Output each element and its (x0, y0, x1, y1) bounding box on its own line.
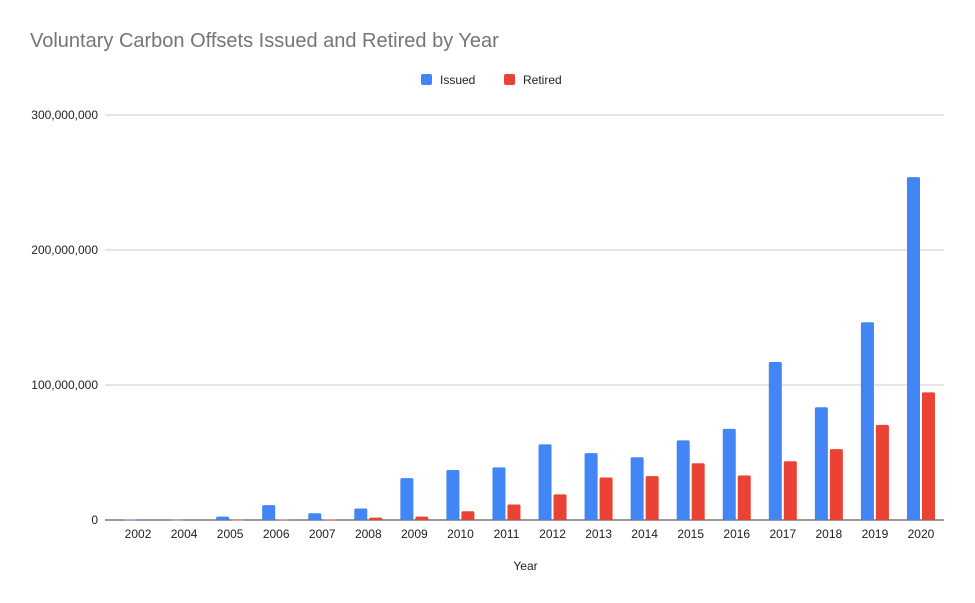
legend-label-issued: Issued (440, 73, 475, 87)
x-tick-label: 2005 (217, 527, 244, 541)
bar-retired-2020 (921, 392, 935, 520)
x-tick-label: 2010 (447, 527, 474, 541)
x-tick-label: 2007 (309, 527, 336, 541)
y-tick-label: 100,000,000 (31, 378, 98, 392)
gridlines (105, 114, 944, 521)
bar-issued-2005 (216, 516, 230, 520)
legend-label-retired: Retired (523, 73, 562, 87)
x-tick-label: 2013 (585, 527, 612, 541)
bar-issued-2006 (262, 505, 276, 520)
x-tick-label: 2015 (677, 527, 704, 541)
x-tick-label: 2018 (816, 527, 843, 541)
bar-issued-2008 (354, 508, 368, 520)
bar-retired-2014 (645, 476, 659, 520)
x-tick-label: 2006 (263, 527, 290, 541)
y-tick-label: 200,000,000 (31, 243, 98, 257)
bar-issued-2002 (124, 519, 138, 521)
bar-issued-2007 (308, 513, 322, 520)
bar-issued-2018 (814, 407, 828, 520)
x-tick-label: 2019 (862, 527, 889, 541)
y-tick-label: 300,000,000 (31, 108, 98, 122)
x-tick-label: 2017 (769, 527, 796, 541)
bar-issued-2011 (492, 467, 506, 520)
bar-issued-2016 (722, 428, 736, 520)
bar-retired-2005 (231, 519, 245, 521)
bar-retired-2008 (369, 517, 383, 520)
bar-issued-2017 (768, 362, 782, 520)
bar-issued-2015 (676, 440, 690, 520)
bar-retired-2007 (323, 519, 337, 521)
bar-retired-2010 (461, 511, 475, 520)
bar-retired-2016 (737, 475, 751, 520)
bar-issued-2019 (860, 322, 874, 520)
bar-retired-2017 (783, 461, 797, 520)
x-tick-label: 2002 (125, 527, 152, 541)
bar-retired-2011 (507, 504, 521, 520)
x-tick-label: 2012 (539, 527, 566, 541)
bars (124, 177, 935, 521)
bar-issued-2004 (170, 519, 184, 521)
legend: Issued Retired (421, 73, 562, 87)
x-tick-label: 2009 (401, 527, 428, 541)
bar-retired-2019 (875, 424, 889, 520)
x-axis-label: Year (513, 559, 537, 573)
bar-retired-2013 (599, 477, 613, 520)
legend-swatch-issued (421, 74, 432, 85)
y-tick-label: 0 (91, 513, 98, 527)
bar-issued-2009 (400, 478, 414, 520)
bar-retired-2006 (277, 519, 291, 521)
bar-retired-2012 (553, 494, 567, 520)
bar-retired-2015 (691, 463, 705, 520)
bar-issued-2010 (446, 470, 460, 520)
x-tick-label: 2008 (355, 527, 382, 541)
x-tick-label: 2020 (908, 527, 935, 541)
x-tick-label: 2016 (723, 527, 750, 541)
legend-swatch-retired (504, 74, 515, 85)
chart-title: Voluntary Carbon Offsets Issued and Reti… (30, 30, 499, 52)
bar-issued-2013 (584, 453, 598, 520)
x-tick-label: 2004 (171, 527, 198, 541)
x-tick-label: 2014 (631, 527, 658, 541)
bar-issued-2012 (538, 444, 552, 520)
x-tick-label: 2011 (494, 527, 520, 541)
bar-issued-2020 (906, 177, 920, 520)
x-axis-ticks: 2002 2004 2005 2006 2007 2008 2009 2010 2011 2012… (125, 527, 935, 541)
y-axis-ticks: 0 100,000,000 200,000,000 300,000,000 (31, 108, 98, 527)
bar-issued-2014 (630, 457, 644, 520)
bar-retired-2018 (829, 449, 843, 520)
bar-retired-2009 (415, 516, 429, 520)
